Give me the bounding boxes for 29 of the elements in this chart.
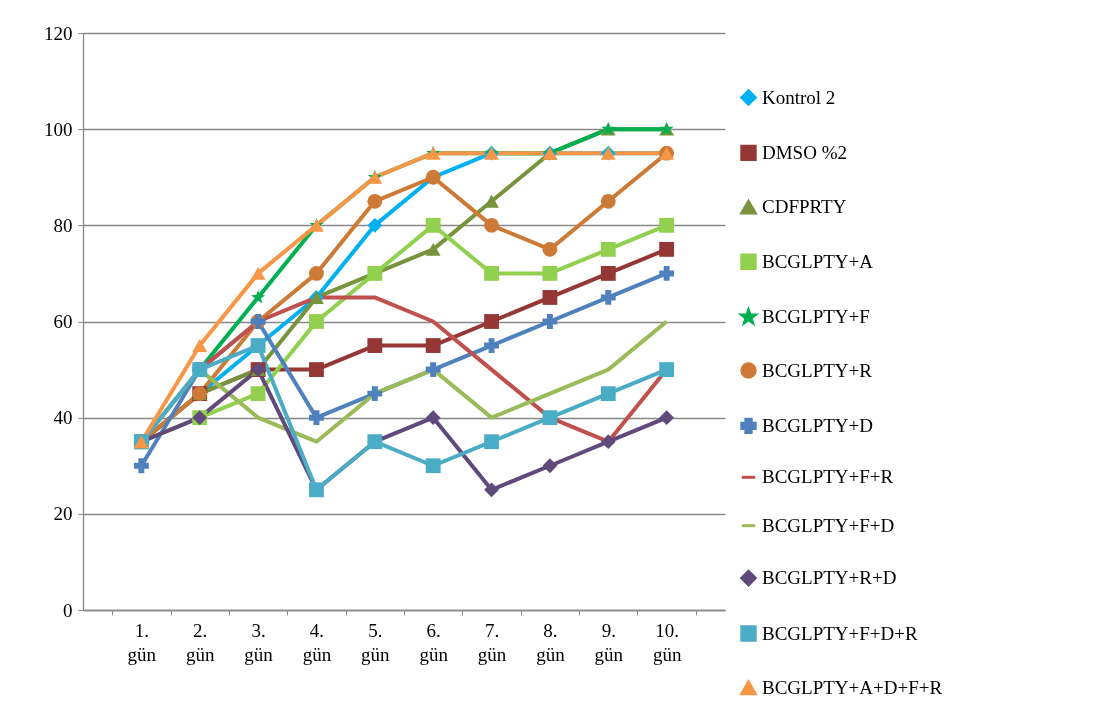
legend-label: DMSO %2 [762, 141, 847, 163]
y-tick-label: 80 [53, 214, 73, 236]
y-tick-label: 40 [53, 407, 73, 429]
legend-label: BCGLPTY+R+D [762, 567, 897, 589]
legend-label: BCGLPTY+D [762, 414, 874, 436]
x-tick-label: 4. gün [302, 619, 332, 665]
legend-label: BCGLPTY+R [762, 359, 873, 381]
x-tick-label: 7. gün [477, 619, 507, 665]
x-tick-label: 8. gün [536, 619, 566, 665]
y-tick-label: 100 [44, 118, 73, 140]
x-tick-label: 1. gün [127, 619, 157, 665]
x-tick-label: 9. gün [594, 619, 624, 665]
y-tick-label: 20 [53, 503, 73, 525]
legend-label: BCGLPTY+F+D [762, 514, 895, 536]
legend-label: BCGLPTY+F [762, 306, 870, 328]
y-tick-label: 60 [53, 311, 73, 332]
legend-label: BCGLPTY+F+D+R [762, 622, 918, 644]
x-tick-label: 5. gün [361, 619, 391, 665]
legend-label: BCGLPTY+A+D+F+R [762, 676, 943, 698]
legend-label: BCGLPTY+A [762, 250, 874, 272]
y-tick-label: 0 [63, 599, 73, 621]
legend-label: CDFPRTY [762, 196, 847, 218]
x-tick-label: 6. gün [419, 619, 449, 665]
x-tick-label: 2. gün [185, 619, 215, 665]
legend-label: Kontrol 2 [762, 86, 836, 108]
x-tick-label: 10. gün [652, 619, 682, 665]
legend-label: BCGLPTY+F+R [762, 466, 894, 488]
x-tick-label: 3. gün [244, 619, 274, 665]
y-tick-label: 120 [44, 22, 73, 44]
